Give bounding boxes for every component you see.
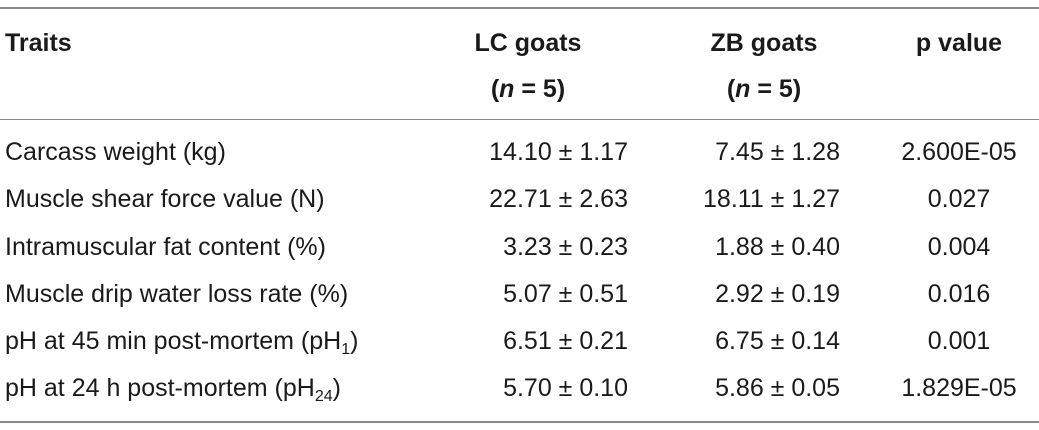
- row-2-p: 0.027: [927, 185, 991, 213]
- row-1-lc: 14.10 ± 1.17: [489, 138, 628, 166]
- row-4-trait: Muscle drip water loss rate (%): [5, 280, 349, 308]
- table-bottom-rule: [0, 421, 1039, 423]
- row-2-zb: 18.11 ± 1.27: [703, 185, 840, 213]
- header-zb-goats: ZB goats: [710, 29, 818, 57]
- header-lc-goats: LC goats: [474, 29, 582, 57]
- row-4-lc: 5.07 ± 0.51: [503, 280, 628, 308]
- header-rule: [0, 119, 1039, 120]
- header-lc-n: (n = 5): [490, 75, 566, 103]
- row-3-lc: 3.23 ± 0.23: [503, 233, 628, 261]
- row-2-trait: Muscle shear force value (N): [5, 185, 325, 213]
- row-5-p: 0.001: [927, 327, 991, 355]
- row-5-trait: pH at 45 min post-mortem (pH1): [5, 327, 359, 358]
- row-5-zb: 6.75 ± 0.14: [715, 327, 840, 355]
- table-top-rule: [0, 7, 1039, 9]
- row-3-trait: Intramuscular fat content (%): [5, 233, 326, 261]
- row-1-trait: Carcass weight (kg): [5, 138, 226, 166]
- row-6-zb: 5.86 ± 0.05: [715, 374, 840, 402]
- row-5-lc: 6.51 ± 0.21: [503, 327, 628, 355]
- row-3-zb: 1.88 ± 0.40: [715, 233, 840, 261]
- row-1-p: 2.600E-05: [901, 138, 1017, 166]
- row-6-p: 1.829E-05: [901, 374, 1017, 402]
- header-zb-n: (n = 5): [726, 75, 802, 103]
- row-1-zb: 7.45 ± 1.28: [715, 138, 840, 166]
- row-6-trait: pH at 24 h post-mortem (pH24): [5, 374, 341, 405]
- header-p-value: p value: [915, 29, 1003, 57]
- row-2-lc: 22.71 ± 2.63: [489, 185, 628, 213]
- row-4-p: 0.016: [927, 280, 991, 308]
- header-traits: Traits: [5, 29, 72, 57]
- row-4-zb: 2.92 ± 0.19: [715, 280, 840, 308]
- row-3-p: 0.004: [927, 233, 991, 261]
- row-6-lc: 5.70 ± 0.10: [503, 374, 628, 402]
